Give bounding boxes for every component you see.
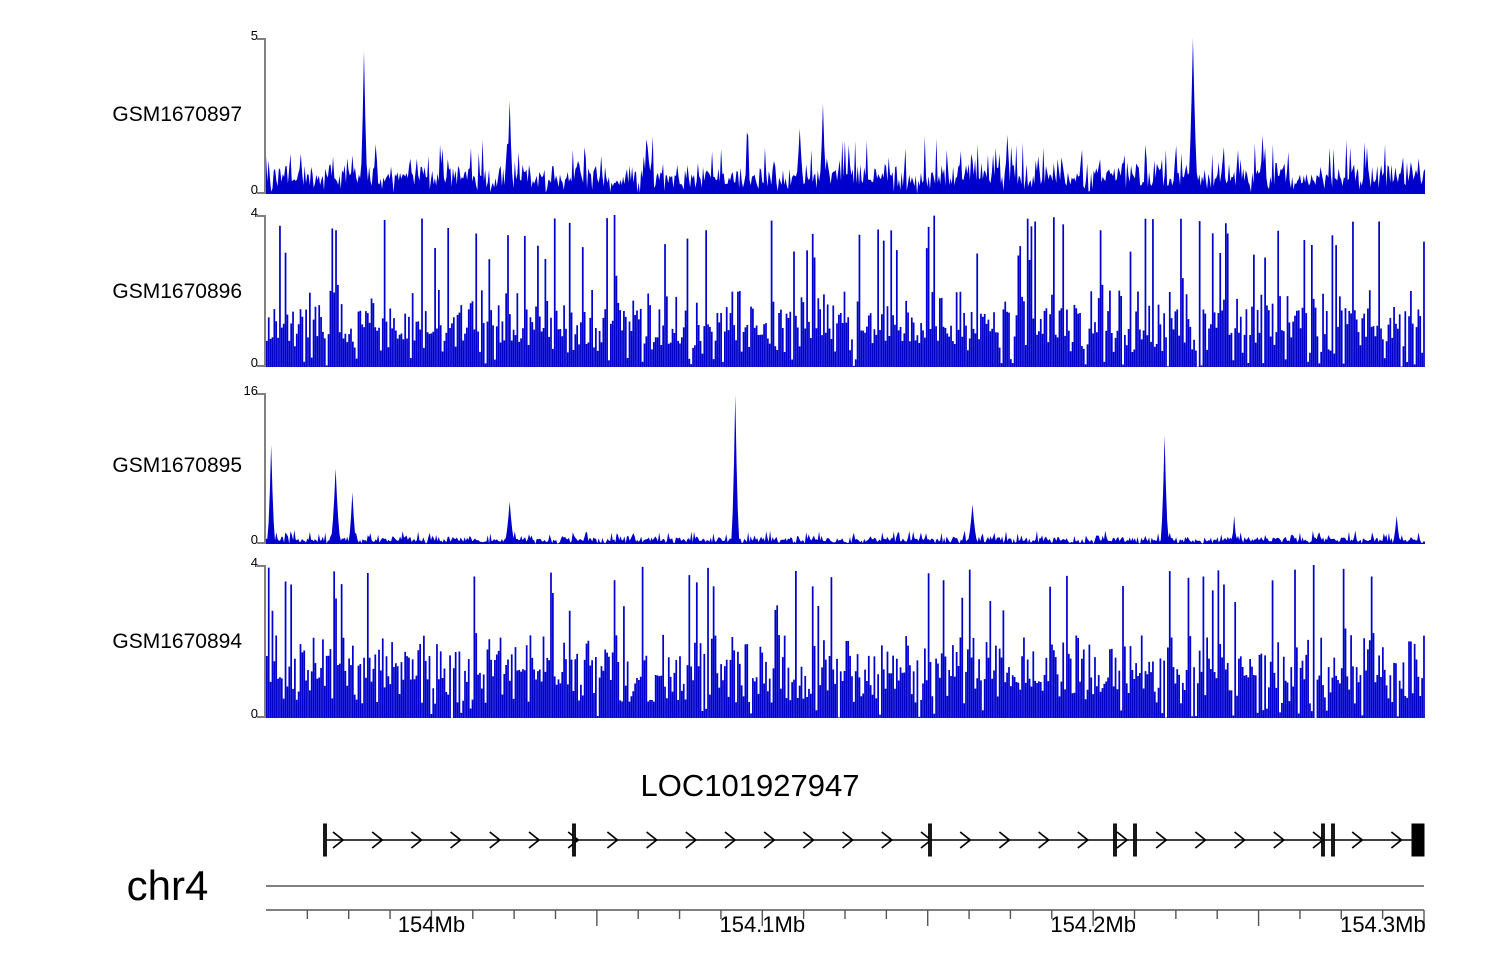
track-axis-max: 4	[250, 555, 258, 570]
strand-arrow-right-icon	[1194, 831, 1207, 849]
ruler-tick-label: 154Mb	[397, 912, 466, 937]
track-label: GSM1670894	[112, 630, 242, 653]
strand-arrow-right-icon	[1116, 831, 1129, 849]
ruler-tick-label: 154.1Mb	[719, 912, 806, 937]
coverage-plot	[266, 215, 1425, 367]
strand-arrow-right-icon	[1038, 831, 1050, 849]
strand-arrow-right-icon	[724, 831, 737, 849]
terminal-exon-block	[1411, 823, 1425, 857]
strand-arrow-right-icon	[998, 831, 1011, 849]
axis-tick-top	[257, 393, 266, 395]
axis-tick-bottom	[257, 716, 266, 718]
strand-arrow-right-icon	[1390, 831, 1403, 849]
strand-arrow-right-icon	[332, 831, 345, 849]
exon-tick	[323, 823, 327, 857]
chromosome-label: chr4	[126, 862, 209, 909]
gene-name-label: LOC101927947	[640, 768, 860, 803]
track-y-axis	[264, 38, 266, 194]
strand-arrow-right-icon	[685, 831, 698, 849]
track-axis-max: 16	[243, 383, 258, 398]
axis-tick-bottom	[257, 365, 266, 367]
strand-arrow-right-icon	[1351, 831, 1364, 849]
coverage-track: GSM1670897 5 0	[0, 0, 1500, 200]
track-label: GSM1670895	[112, 454, 242, 477]
track-y-axis	[264, 565, 266, 718]
strand-arrow-right-icon	[450, 831, 462, 849]
coverage-svg	[266, 394, 1425, 544]
coverage-svg	[266, 38, 1425, 194]
coverage-track: GSM1670894 4 0	[0, 550, 1500, 725]
coverage-plot	[266, 565, 1425, 718]
strand-arrow-right-icon	[371, 831, 384, 849]
strand-arrow-right-icon	[606, 831, 619, 849]
coverage-plot	[266, 38, 1425, 194]
strand-arrow-right-icon	[1077, 831, 1090, 849]
axis-tick-top	[257, 38, 266, 40]
track-label: GSM1670896	[112, 280, 242, 303]
track-axis-min: 0	[250, 532, 258, 547]
track-axis-max: 4	[250, 205, 258, 220]
strand-arrow-right-icon	[802, 831, 815, 849]
track-y-axis	[264, 393, 266, 544]
axis-tick-top	[257, 565, 266, 567]
coverage-track: GSM1670895 16 0	[0, 375, 1500, 550]
strand-arrow-right-icon	[489, 831, 502, 849]
track-label: GSM1670897	[112, 103, 242, 126]
strand-arrow-right-icon	[881, 831, 894, 849]
axis-tick-bottom	[257, 192, 266, 194]
strand-arrow-right-icon	[842, 831, 854, 849]
coverage-plot	[266, 393, 1425, 544]
strand-arrow-right-icon	[959, 831, 972, 849]
coverage-track: GSM1670896 4 0	[0, 200, 1500, 375]
coverage-svg	[266, 215, 1425, 367]
track-axis-min: 0	[250, 355, 258, 370]
exon-tick	[928, 823, 932, 857]
gene-model-track[interactable]	[0, 815, 1500, 865]
exon-tick	[1331, 823, 1335, 857]
track-axis-min: 0	[250, 706, 258, 721]
strand-arrow-right-icon	[528, 831, 541, 849]
axis-tick-top	[257, 215, 266, 217]
strand-arrow-right-icon	[1234, 831, 1246, 849]
ruler-tick-label: 154.2Mb	[1050, 912, 1136, 937]
strand-arrow-right-icon	[1155, 831, 1168, 849]
strand-arrow-right-icon	[646, 831, 658, 849]
strand-arrow-right-icon	[410, 831, 423, 849]
gene-model-svg	[323, 823, 1425, 857]
exon-tick	[1133, 823, 1137, 857]
track-y-axis	[264, 215, 266, 367]
exon-tick	[1321, 823, 1325, 857]
track-axis-max: 5	[250, 28, 258, 43]
strand-arrow-right-icon	[1273, 831, 1286, 849]
axis-tick-bottom	[257, 542, 266, 544]
coverage-svg	[266, 565, 1425, 718]
genome-ruler[interactable]: 154Mb 154.1Mb 154.2Mb 154.3Mb	[0, 870, 1500, 970]
exon-tick	[572, 823, 576, 857]
track-axis-min: 0	[250, 182, 258, 197]
strand-arrow-right-icon	[763, 831, 776, 849]
ruler-tick-label: 154.3Mb	[1340, 912, 1426, 937]
ruler-svg	[266, 885, 1425, 926]
exon-tick	[1113, 823, 1117, 857]
strand-arrow-right-icon	[567, 831, 580, 849]
